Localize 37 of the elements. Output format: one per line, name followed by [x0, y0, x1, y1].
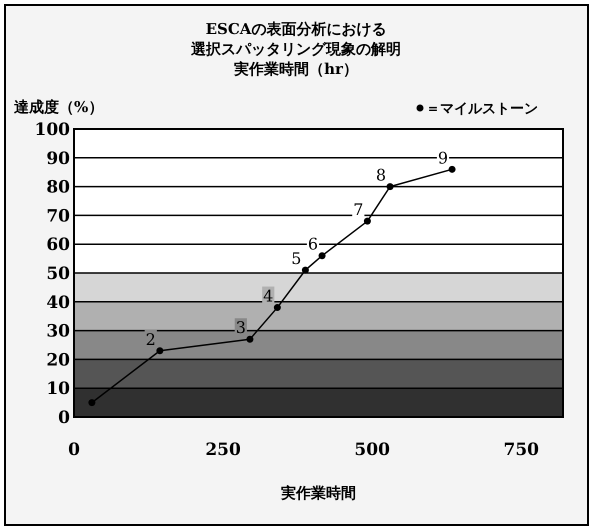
annotation: 6	[308, 234, 318, 254]
annotation: 8	[376, 166, 386, 185]
point	[88, 399, 96, 406]
y-tick-label: 80	[46, 178, 70, 198]
y-tick-label: 70	[46, 206, 70, 226]
point	[386, 183, 394, 190]
point	[274, 304, 281, 312]
chart-subtitle: 選択スパッタリング現象の解明	[190, 40, 401, 58]
x-tick-label: 500	[354, 440, 390, 460]
y-axis-title: 達成度（%）	[13, 98, 104, 116]
y-tick-label: 40	[46, 292, 70, 313]
chart-title: ESCAの表面分析における	[206, 20, 386, 38]
point	[318, 252, 326, 260]
y-tick-label: 20	[46, 350, 70, 370]
point	[448, 166, 456, 173]
y-tick-label: 90	[46, 148, 70, 169]
y-tick-label: 100	[34, 120, 70, 140]
y-tick-label: 0	[58, 408, 70, 428]
annotation: 3	[236, 318, 246, 338]
x-axis-title: 実作業時間	[280, 484, 356, 502]
y-tick-label: 60	[46, 235, 70, 256]
text: 実作業時間（hr）	[233, 60, 358, 78]
annotation: 5	[291, 249, 302, 268]
point	[246, 336, 254, 343]
legend-label: ＝マイルストーン	[426, 101, 538, 117]
annotation: 7	[353, 200, 364, 220]
point	[302, 266, 309, 274]
annotation: 2	[146, 330, 156, 349]
annotation: 9	[438, 148, 448, 168]
y-tick-label: 30	[46, 322, 70, 342]
y-tick-label: 10	[46, 379, 70, 400]
point	[156, 347, 164, 354]
y-tick-label: 50	[46, 264, 70, 284]
point	[364, 218, 371, 225]
x-tick-label: 750	[504, 440, 540, 460]
annotation: 4	[263, 286, 274, 306]
x-tick-label: 250	[205, 440, 241, 460]
